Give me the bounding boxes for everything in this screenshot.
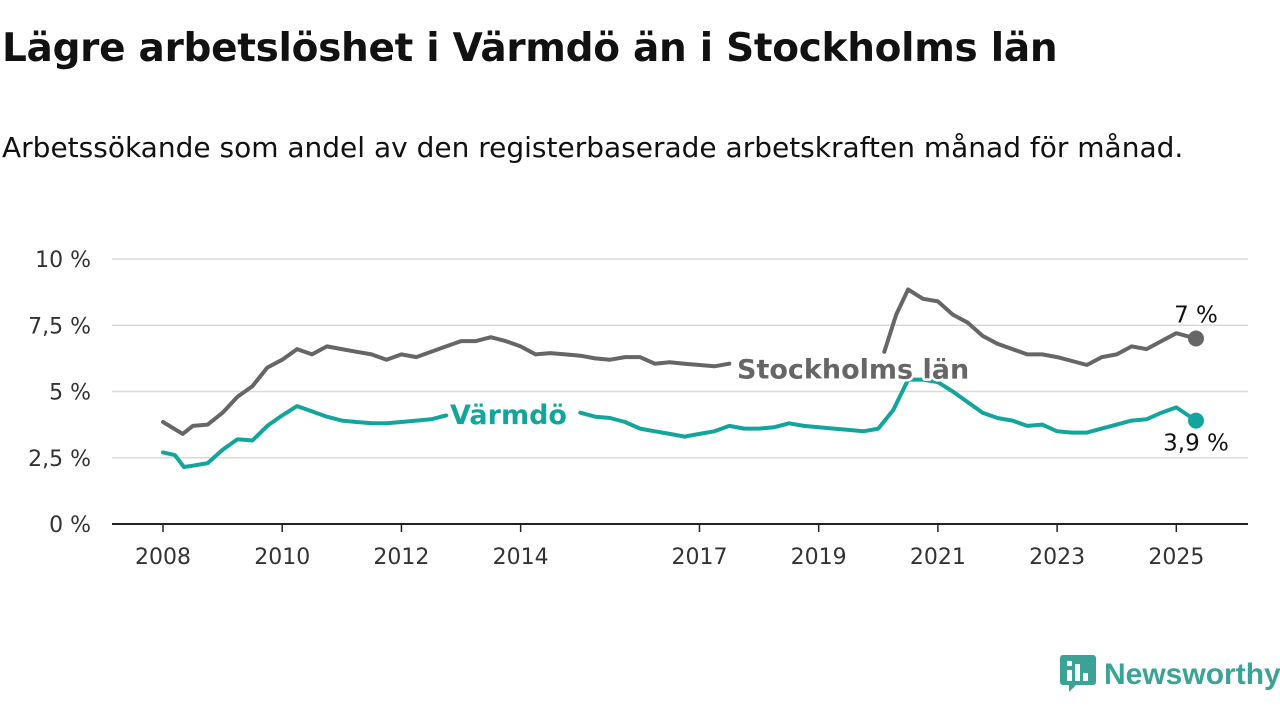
newsworthy-logo-icon — [1060, 653, 1096, 697]
x-tick-label: 2025 — [1148, 545, 1204, 570]
stockholm-line-segment — [882, 287, 1198, 367]
x-tick-label: 2012 — [373, 545, 429, 570]
y-tick-label: 10 % — [35, 248, 91, 273]
y-tick-label: 5 % — [49, 381, 91, 406]
line-chart: 0 % 2,5 % 5 % 7,5 % 10 % 2008 2010 2012 2014 201… — [28, 248, 1248, 570]
x-tick-label: 2008 — [135, 545, 191, 570]
stockholm-end-marker — [1188, 330, 1204, 347]
stockholm-line — [161, 335, 732, 436]
y-axis: 0 % 2,5 % 5 % 7,5 % 10 % — [28, 248, 91, 538]
y-tick-label: 2,5 % — [28, 447, 91, 472]
brand-logo: Newsworthy — [1060, 655, 1280, 695]
varmdo-line — [161, 404, 449, 469]
brand-name: Newsworthy — [1104, 658, 1280, 691]
varmdo-line-segment — [578, 377, 1198, 439]
series-group — [161, 287, 1204, 469]
x-tick-label: 2017 — [671, 545, 727, 570]
x-tick-label: 2019 — [791, 545, 847, 570]
chart-title: Lägre arbetslöshet i Värmdö än i Stockho… — [2, 26, 1058, 71]
varmdo-end-value-label: 3,9 % — [1163, 431, 1229, 457]
chart-subtitle: Arbetssökande som andel av den registerb… — [2, 131, 1184, 164]
x-tick-label: 2010 — [254, 545, 310, 570]
y-tick-label: 7,5 % — [28, 314, 91, 339]
x-tick-label: 2021 — [910, 545, 966, 570]
varmdo-end-marker — [1188, 412, 1204, 429]
stockholm-series-label: Stockholms län — [737, 354, 969, 385]
stockholm-end-value-label: 7 % — [1174, 303, 1218, 329]
x-axis: 2008 2010 2012 2014 2017 2019 2021 2023 2025 — [112, 523, 1248, 570]
grid-lines — [112, 258, 1248, 459]
series-labels: Stockholms län Värmdö 7 % 3,9 % — [448, 301, 1231, 459]
x-tick-label: 2014 — [493, 545, 549, 570]
varmdo-series-label: Värmdö — [450, 400, 567, 431]
y-tick-label: 0 % — [49, 513, 91, 538]
x-tick-label: 2023 — [1029, 545, 1085, 570]
